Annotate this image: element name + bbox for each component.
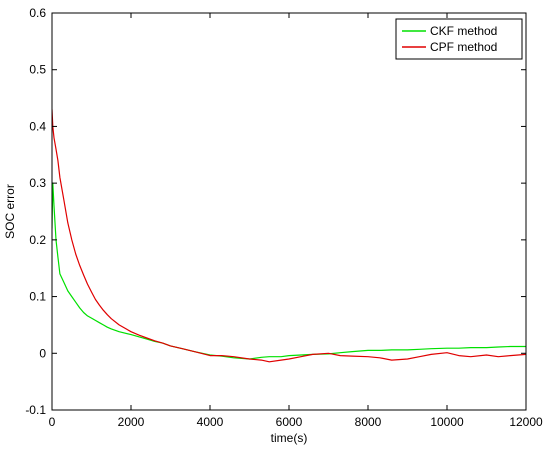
- x-tick-label: 12000: [509, 415, 543, 429]
- x-tick-label: 8000: [355, 415, 382, 429]
- x-tick-label: 0: [49, 415, 56, 429]
- y-tick-label: 0.4: [29, 119, 46, 133]
- x-tick-label: 6000: [276, 415, 303, 429]
- legend-box: [395, 18, 523, 60]
- y-tick-label: -0.1: [25, 403, 46, 417]
- y-tick-label: 0: [39, 346, 46, 360]
- plot-area: [52, 109, 526, 363]
- x-tick-label: 2000: [118, 415, 145, 429]
- x-axis-label: time(s): [271, 431, 308, 445]
- y-tick-label: 0.2: [29, 233, 46, 247]
- y-axis-label: SOC error: [3, 184, 17, 239]
- legend-label-cpf: CPF method: [430, 40, 497, 54]
- series-line-cpf: [52, 109, 526, 363]
- y-tick-label: 0.6: [29, 6, 46, 20]
- y-tick-label: 0.5: [29, 63, 46, 77]
- x-tick-label: 10000: [430, 415, 464, 429]
- axes: 0 2000 4000 6000 8000 10000 12000-0.100.10.20.…: [25, 6, 543, 429]
- y-tick-label: 0.1: [29, 290, 46, 304]
- legend-label-ckf: CKF method: [430, 24, 497, 38]
- legend: CKF method CPF method: [395, 18, 523, 60]
- y-tick-label: 0.3: [29, 176, 46, 190]
- x-tick-label: 4000: [197, 415, 224, 429]
